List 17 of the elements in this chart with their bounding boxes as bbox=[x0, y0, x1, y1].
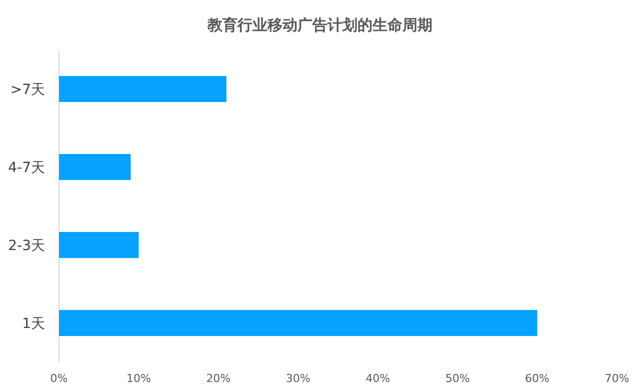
y-tick-label: 2-3天 bbox=[8, 238, 45, 254]
x-tick-label: 40% bbox=[366, 372, 390, 385]
bar bbox=[59, 310, 538, 336]
x-tick-label: 30% bbox=[286, 372, 310, 385]
x-tick-label: 70% bbox=[604, 372, 630, 385]
x-tick-label: 0% bbox=[50, 372, 68, 385]
x-tick-label: 10% bbox=[126, 372, 151, 385]
x-tick-label: 50% bbox=[445, 372, 470, 385]
bar bbox=[59, 76, 226, 102]
y-tick-label: 4-7天 bbox=[8, 160, 45, 176]
y-tick-label: >7天 bbox=[10, 82, 45, 98]
chart-title: 教育行业移动广告计划的生命周期 bbox=[206, 16, 432, 34]
bar bbox=[59, 232, 139, 258]
x-tick-label: 60% bbox=[525, 372, 550, 385]
x-tick-label: 20% bbox=[206, 372, 231, 385]
bar bbox=[59, 154, 131, 180]
y-tick-label: 1天 bbox=[22, 316, 45, 332]
